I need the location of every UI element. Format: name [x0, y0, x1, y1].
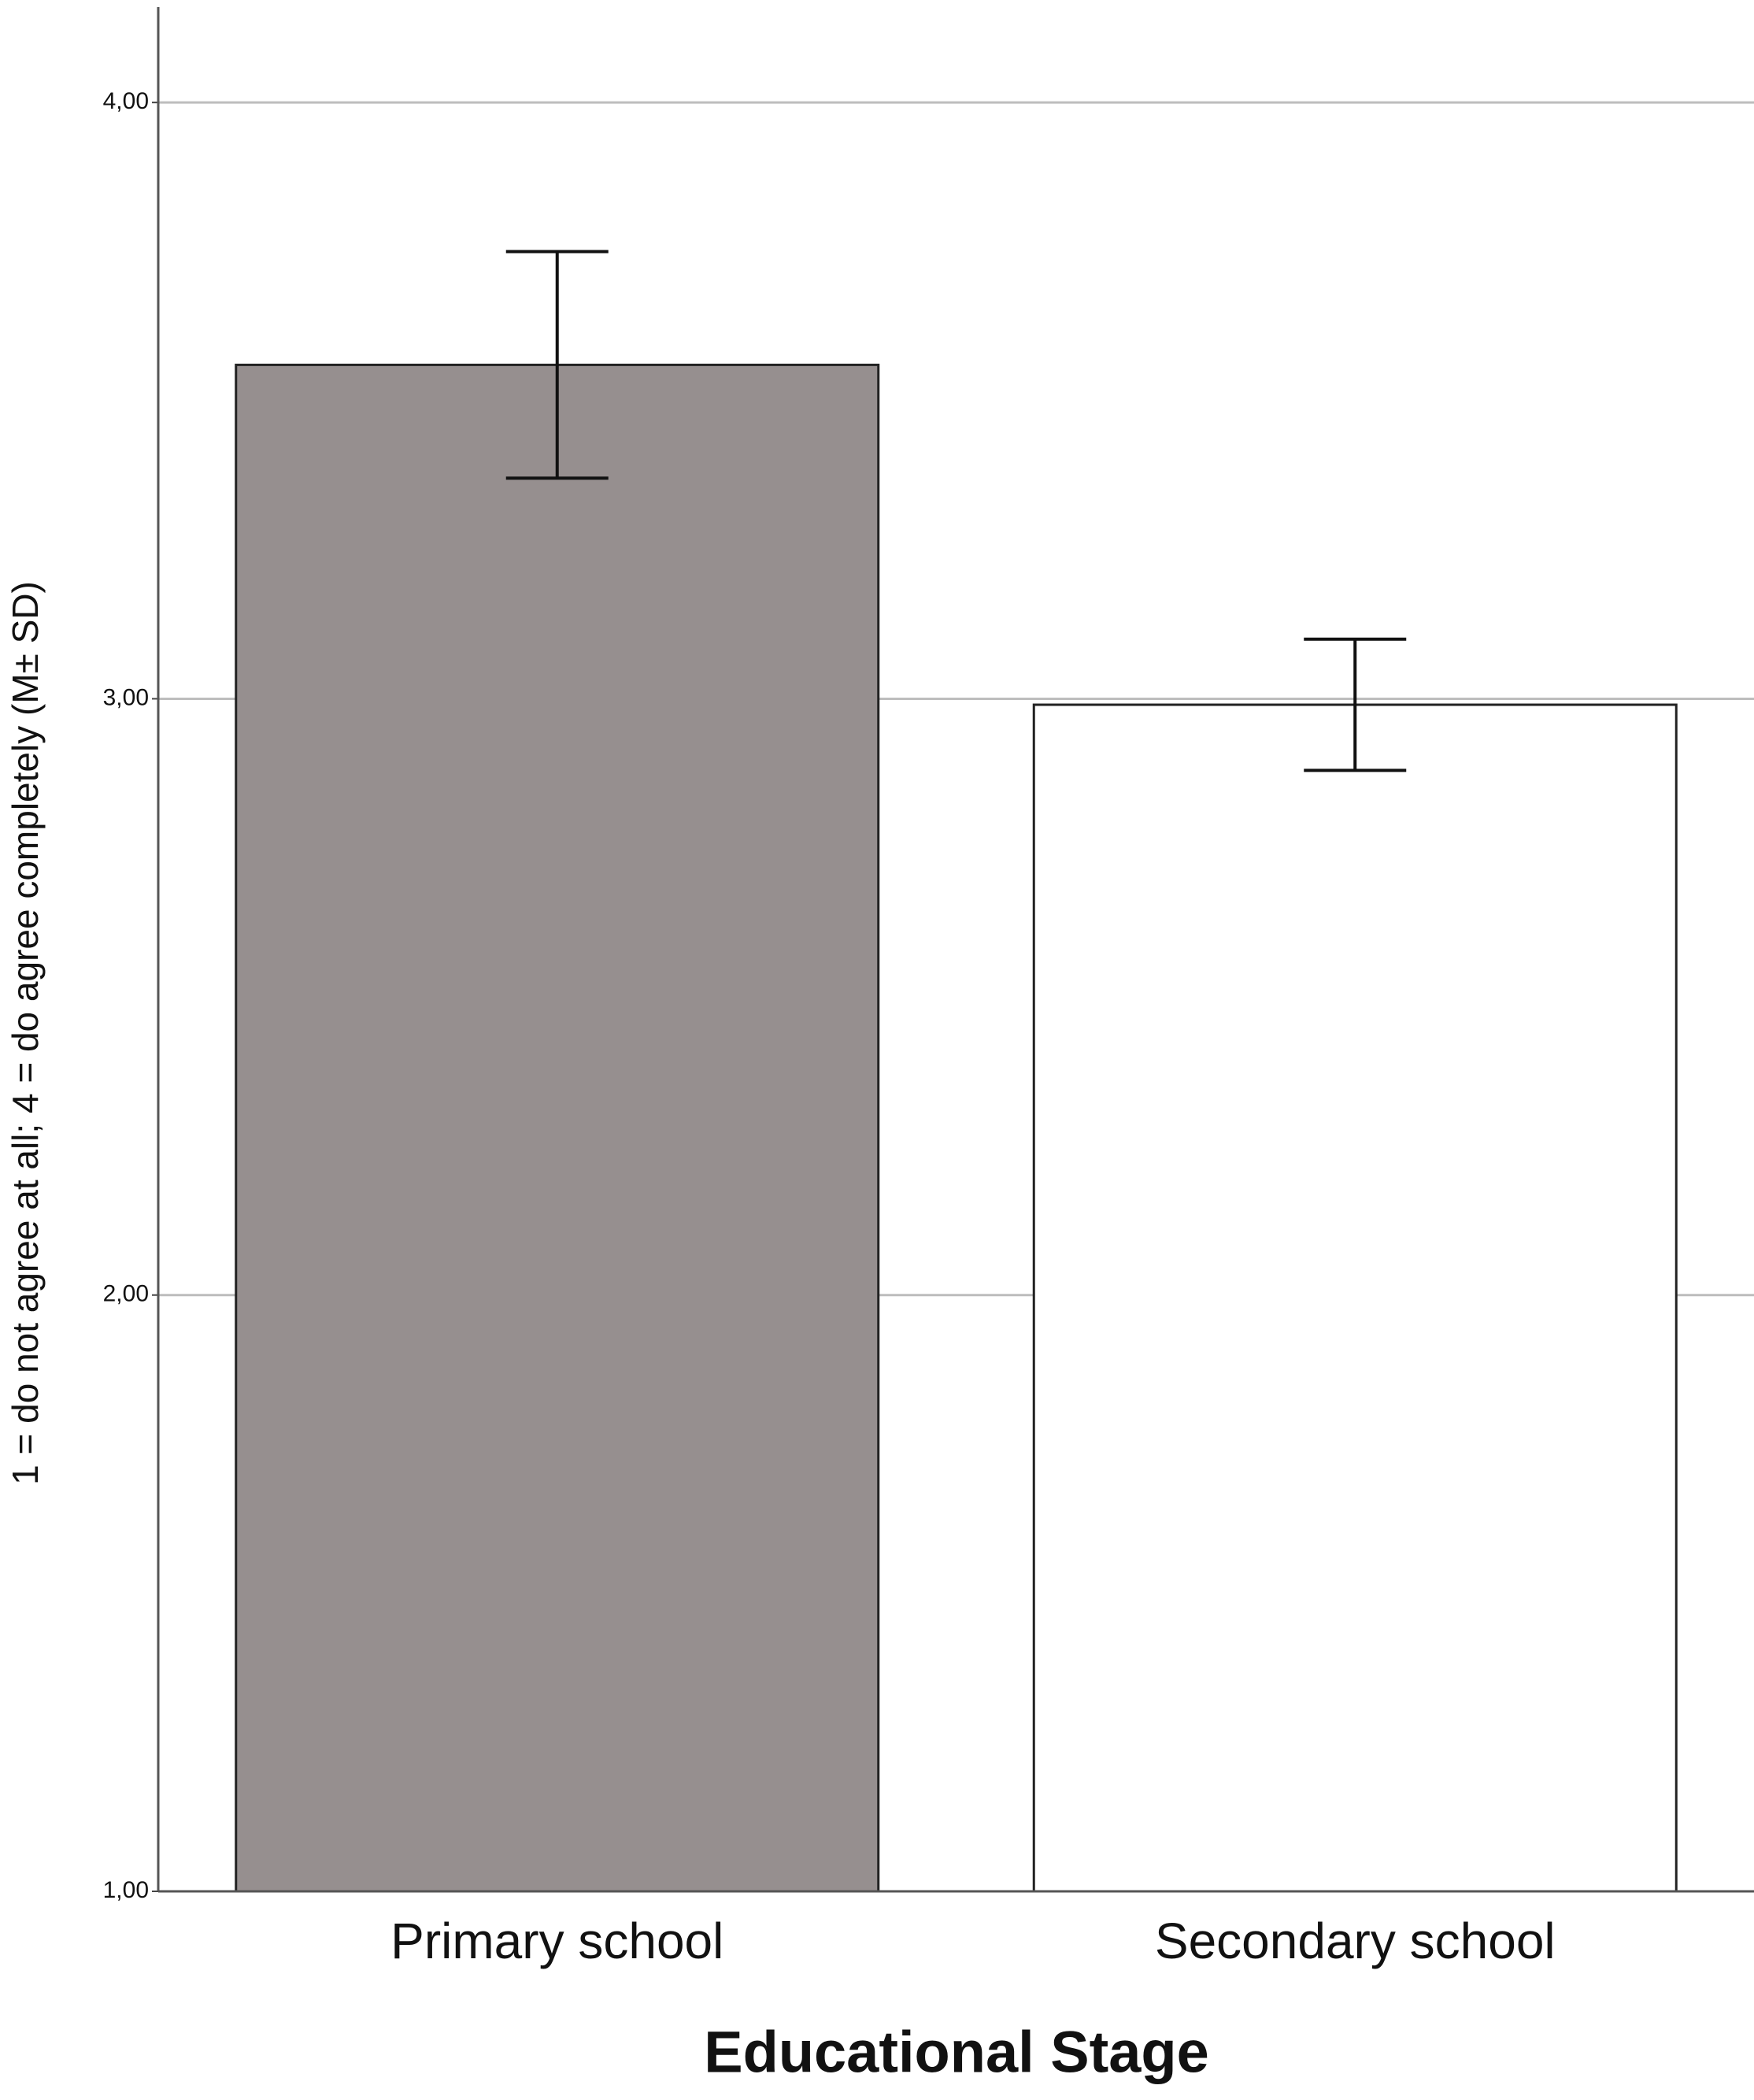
error-bar [505, 250, 609, 480]
bar [1032, 703, 1678, 1893]
x-tick-label: Secondary school [1155, 1913, 1556, 1969]
y-tick-label: 3,00 [103, 684, 149, 710]
y-tick-label: 2,00 [103, 1281, 149, 1307]
x-tick-label: Primary school [390, 1913, 723, 1969]
y-tick-label: 4,00 [103, 88, 149, 114]
y-axis-title: 1 = do not agree at all; 4 = do agree co… [5, 581, 46, 1485]
error-bar [1304, 637, 1407, 772]
y-tick-label: 1,00 [103, 1877, 149, 1903]
bar [235, 363, 880, 1893]
x-axis-title: Educational Stage [704, 2020, 1208, 2085]
